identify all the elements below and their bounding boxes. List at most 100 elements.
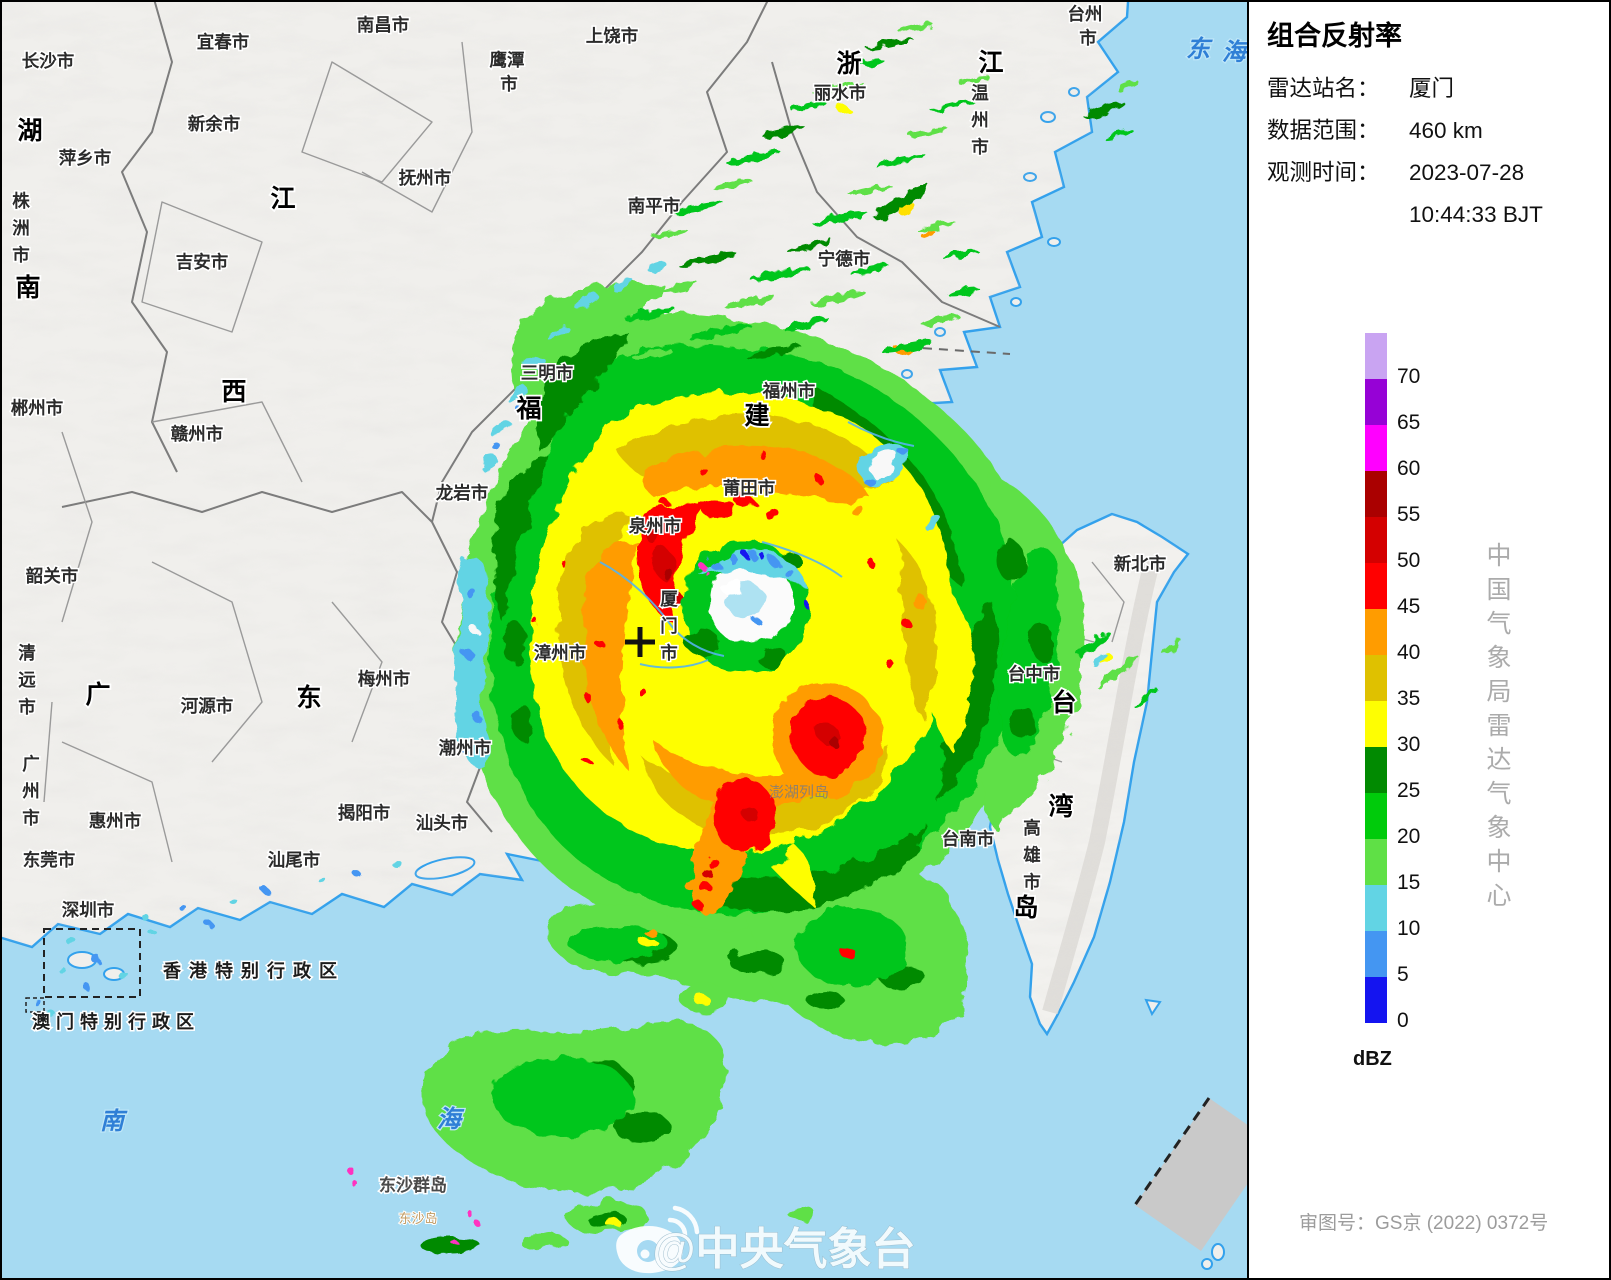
map-label: 海 — [1222, 37, 1247, 66]
org-vertical-text: 中国气象局雷达气象中心 — [1483, 542, 1511, 916]
map-label: 州 — [21, 781, 40, 801]
legend-tick-40: 40 — [1397, 641, 1421, 664]
map-label: 深圳市 — [62, 900, 115, 920]
legend-tick-10: 10 — [1397, 917, 1421, 940]
station-label: 雷达站名： — [1267, 76, 1380, 101]
map-label: 香港特别行政区 — [162, 960, 345, 981]
legend-swatch-40 — [1365, 609, 1387, 655]
legend-swatch-20 — [1365, 793, 1387, 839]
map-label: 株 — [12, 191, 30, 211]
nodata-sector — [1133, 1097, 1247, 1251]
range-value: 460 km — [1409, 118, 1483, 143]
radar-interference-streaks — [624, 23, 1182, 708]
station-row: 雷达站名： 厦门 — [1267, 68, 1543, 110]
map-label: 澎湖列岛 — [769, 784, 829, 801]
map-label: 东 — [296, 683, 321, 712]
legend-tick-65: 65 — [1397, 411, 1421, 434]
map-label: 市 — [500, 74, 518, 94]
map-label: 州 — [970, 110, 989, 130]
map-label: 台州 — [1068, 4, 1103, 24]
map-label: 广 — [85, 680, 110, 709]
map-label: 梅州市 — [358, 669, 411, 689]
map-label: 宜春市 — [197, 32, 250, 52]
map-label: 揭阳市 — [338, 803, 391, 823]
station-value: 厦门 — [1409, 76, 1455, 101]
legend-swatch-0 — [1365, 977, 1387, 1023]
legend-swatch-30 — [1365, 701, 1387, 747]
map-label: 河源市 — [181, 696, 234, 716]
time-row2: 10:44:33 BJT — [1267, 194, 1543, 236]
legend-swatch-35 — [1365, 655, 1387, 701]
legend-unit: dBZ — [1353, 1048, 1392, 1070]
radar-map: 长沙市 宜春市 南昌市 上饶市 鹰潭市新余市 萍乡市 抚州市 吉安市 郴州市 赣州市 韶关市 南平市丽… — [2, 2, 1247, 1278]
map-label: 赣州市 — [171, 424, 224, 444]
legend-tick-50: 50 — [1397, 549, 1421, 572]
map-label: 江 — [978, 49, 1003, 77]
map-label: 漳州市 — [534, 643, 587, 663]
map-label: 温 — [971, 83, 989, 103]
map-label: 韶关市 — [26, 566, 79, 586]
legend-swatch-55 — [1365, 471, 1387, 517]
map-label: 市 — [971, 137, 989, 157]
panel-info: 雷达站名： 厦门 数据范围： 460 km 观测时间： 2023-07-28 1… — [1267, 68, 1543, 236]
map-label: 福 — [515, 395, 541, 423]
map-label: 江 — [270, 185, 295, 213]
map-label: 郴州市 — [11, 398, 64, 418]
legend-tick-60: 60 — [1397, 457, 1421, 480]
watermark-text: @中央气象台 — [653, 1225, 916, 1274]
map-label: 远 — [18, 670, 36, 690]
range-label: 数据范围： — [1267, 118, 1380, 143]
map-label: 湖 — [17, 117, 42, 145]
legend-swatch-5 — [1365, 931, 1387, 977]
map-label: 西 — [221, 378, 246, 406]
map-label: 台 — [1051, 688, 1076, 717]
time-row: 观测时间： 2023-07-28 — [1267, 152, 1543, 194]
map-label: 澳门特别行政区 — [32, 1011, 200, 1032]
map-label: 抚州市 — [399, 168, 452, 188]
radar-station-cross-marker — [625, 627, 655, 657]
map-approval-number: 审图号：GS京 (2022) 0372号 — [1299, 1213, 1549, 1234]
legend-swatch-10 — [1365, 885, 1387, 931]
map-label: 新北市 — [1114, 554, 1167, 574]
map-label: 市 — [18, 697, 36, 717]
map-label: 萍乡市 — [59, 148, 112, 168]
map-label: 鹰潭 — [490, 50, 525, 70]
time-label: 观测时间： — [1267, 160, 1380, 185]
map-label: 东沙群岛 — [379, 1175, 447, 1195]
maritime-dashed-line — [906, 346, 1011, 355]
map-canvas: 长沙市宜春市南昌市上饶市鹰潭市新余市萍乡市抚州市吉安市郴州市赣州市韶关市南平市丽… — [2, 2, 1247, 1278]
map-label: 湾 — [1048, 792, 1073, 821]
map-label: 新余市 — [188, 114, 241, 134]
map-label: 长沙市 — [22, 51, 75, 71]
map-label: 市 — [1079, 28, 1097, 48]
map-label: 莆田市 — [723, 478, 776, 498]
hongkong-sar-dashed-box — [43, 928, 141, 998]
map-label: 惠州市 — [89, 811, 142, 831]
map-label: 台中市 — [1008, 664, 1061, 684]
map-label: 东沙岛 — [398, 1211, 437, 1226]
map-label: 东莞市 — [23, 850, 76, 870]
map-label: 厦 — [660, 589, 678, 609]
map-label: 东 — [1186, 34, 1213, 63]
legend-tick-30: 30 — [1397, 733, 1421, 756]
map-label: 广 — [22, 754, 40, 774]
map-label: 清 — [18, 643, 36, 663]
map-label: 南平市 — [628, 196, 681, 216]
legend-tick-55: 55 — [1397, 503, 1421, 526]
map-label: 市 — [12, 245, 30, 265]
info-panel: 组合反射率 雷达站名： 厦门 数据范围： 460 km 观测时间： 2023-0… — [1247, 2, 1609, 1278]
legend-tick-20: 20 — [1397, 825, 1421, 848]
map-label: 福州市 — [762, 381, 816, 401]
map-label: 上饶市 — [586, 26, 639, 46]
date-value: 2023-07-28 — [1409, 160, 1525, 185]
range-row: 数据范围： 460 km — [1267, 110, 1543, 152]
map-label: 宁德市 — [818, 249, 871, 269]
map-label: 丽水市 — [814, 83, 867, 103]
map-label: 汕尾市 — [268, 850, 321, 870]
map-label: 台南市 — [942, 829, 995, 849]
map-label: 门 — [660, 616, 678, 636]
time-value: 10:44:33 BJT — [1409, 202, 1543, 227]
radar-echo — [33, 106, 1111, 1254]
map-label: 南昌市 — [357, 15, 410, 35]
map-label: 岛 — [1013, 893, 1038, 922]
